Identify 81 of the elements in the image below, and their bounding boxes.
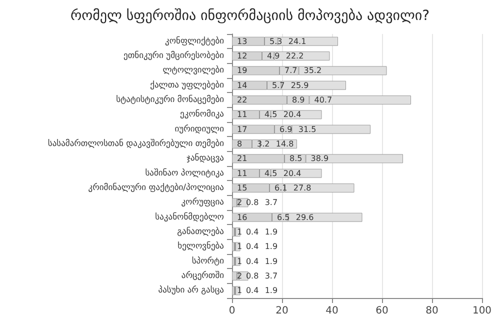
bar bbox=[232, 198, 237, 208]
data-label: 25.9 bbox=[290, 80, 309, 90]
data-label: 0.4 bbox=[246, 242, 259, 252]
chart-title: რომელ სფეროშია ინფორმაციის მოპოვება ადვილი? bbox=[70, 8, 430, 24]
data-label: 5.7 bbox=[272, 80, 285, 90]
data-label: 1.9 bbox=[264, 228, 278, 236]
data-label: 0.8 bbox=[246, 272, 259, 280]
data-label: 4.5 bbox=[264, 110, 278, 120]
data-label: 11 bbox=[237, 110, 248, 120]
y-tick-label: ეთნიკური უმცირესობები bbox=[124, 50, 224, 61]
data-label: 3.7 bbox=[264, 272, 278, 280]
data-label: 16 bbox=[237, 212, 248, 222]
y-tick-label: პასუხი არ გასცა bbox=[158, 284, 224, 296]
data-label: 6.5 bbox=[277, 212, 290, 222]
y-tick-label: სტატისტიკური მონაცემები bbox=[116, 94, 224, 105]
data-label: 38.9 bbox=[310, 154, 329, 164]
x-tick-label: 20 bbox=[276, 306, 288, 316]
data-label: 1 bbox=[237, 228, 242, 236]
data-label: 22.2 bbox=[286, 52, 304, 60]
data-label: 3.7 bbox=[264, 198, 278, 208]
data-label: 19 bbox=[237, 66, 248, 76]
data-label: 11 bbox=[237, 168, 248, 178]
y-tick-label: კონფლიქტები bbox=[165, 35, 224, 46]
y-tick-label: ქალთა უფლებები bbox=[150, 79, 224, 90]
data-label: 1 bbox=[237, 256, 242, 266]
data-label: 3.2 bbox=[257, 140, 270, 148]
data-label: 0.8 bbox=[246, 198, 259, 208]
data-label: 27.8 bbox=[293, 184, 312, 192]
y-tick-label: იურიდიული bbox=[174, 123, 224, 134]
x-tick-label: 60 bbox=[376, 306, 388, 316]
bar bbox=[232, 272, 237, 280]
data-label: 20.4 bbox=[283, 168, 302, 178]
data-label: 29.6 bbox=[296, 212, 314, 222]
data-label: 4.5 bbox=[264, 168, 278, 178]
x-tick-label: 80 bbox=[426, 306, 438, 316]
data-label: 0.4 bbox=[246, 228, 259, 236]
data-label: 14.8 bbox=[276, 140, 294, 148]
data-label: 40.7 bbox=[314, 96, 332, 104]
data-label: 20.4 bbox=[283, 110, 302, 120]
data-label: 2 bbox=[237, 198, 242, 208]
x-tick-label: 0 bbox=[228, 306, 236, 316]
data-label: 21 bbox=[237, 154, 248, 164]
data-label: 8 bbox=[237, 140, 242, 148]
x-tick-label: 100 bbox=[472, 306, 492, 316]
y-tick-label: სპორტი bbox=[192, 255, 224, 266]
data-label: 6.9 bbox=[280, 124, 292, 134]
y-tick-label: ჯანდაცვა bbox=[186, 152, 224, 164]
y-tick-label: განათლება bbox=[177, 226, 224, 237]
data-label: 1 bbox=[237, 242, 242, 252]
data-label: 7.7 bbox=[284, 66, 298, 76]
y-tick-label: სასამართლოსთან დაკავშირებული თემები bbox=[48, 138, 224, 149]
data-label: 6.1 bbox=[274, 184, 288, 192]
data-label: 14 bbox=[237, 80, 248, 90]
y-tick-label: ეკონომიკა bbox=[180, 108, 224, 120]
y-tick-label: კორუფცია bbox=[181, 196, 224, 208]
y-tick-label: არცერთში bbox=[181, 270, 224, 281]
data-label: 4.9 bbox=[267, 52, 280, 60]
data-label: 35.2 bbox=[304, 66, 322, 76]
y-tick-label: საშინაო პოლიტიკა bbox=[145, 167, 224, 178]
data-label: 1.9 bbox=[264, 242, 278, 252]
data-label: 15 bbox=[237, 184, 248, 192]
data-label: 12 bbox=[237, 52, 248, 60]
x-tick-label: 40 bbox=[326, 306, 338, 316]
data-label: 1.9 bbox=[264, 256, 278, 266]
data-label: 8.5 bbox=[290, 154, 302, 164]
data-label: 31.5 bbox=[298, 124, 316, 134]
y-tick-label: საკანონმდებლო bbox=[155, 211, 224, 222]
data-label: 8.9 bbox=[292, 96, 305, 104]
data-label: 1.9 bbox=[264, 286, 278, 296]
data-label: 2 bbox=[237, 272, 242, 280]
data-label: 5.3 bbox=[270, 36, 282, 46]
y-tick-label: ლტოლვილები bbox=[162, 64, 224, 76]
y-tick-label: ხელოვნება bbox=[178, 240, 224, 252]
data-label: 1 bbox=[237, 286, 242, 296]
y-tick-label: კრიმინალური ფაქტები/პოლიცია bbox=[88, 182, 224, 193]
data-label: 13 bbox=[237, 36, 248, 46]
data-label: 0.4 bbox=[246, 286, 259, 296]
data-label: 24.1 bbox=[288, 36, 306, 46]
data-label: 22 bbox=[237, 96, 248, 104]
data-label: 17 bbox=[237, 124, 248, 134]
data-label: 0.4 bbox=[246, 256, 259, 266]
